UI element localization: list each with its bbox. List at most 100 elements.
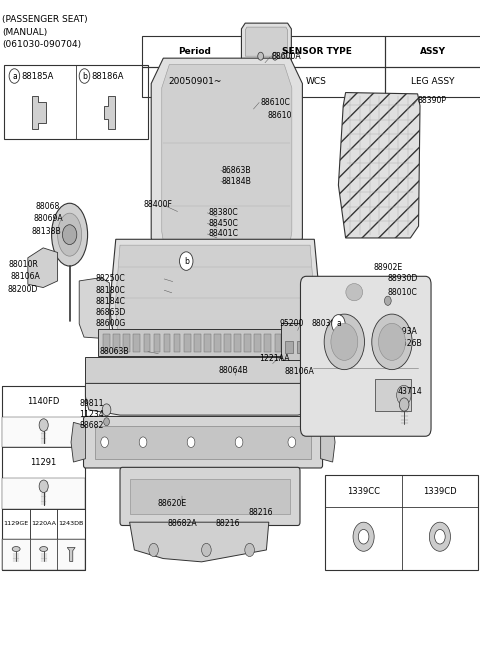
Bar <box>264 334 271 352</box>
Polygon shape <box>130 522 269 562</box>
Text: 88380C: 88380C <box>209 208 239 217</box>
Polygon shape <box>151 58 302 270</box>
Bar <box>103 334 110 352</box>
Circle shape <box>288 437 296 447</box>
Text: 1221AA: 1221AA <box>259 354 290 363</box>
FancyBboxPatch shape <box>84 416 323 468</box>
Text: 88600G: 88600G <box>96 319 126 329</box>
Text: (PASSENGER SEAT): (PASSENGER SEAT) <box>2 15 88 24</box>
Text: 1129GE: 1129GE <box>3 522 29 526</box>
Bar <box>248 36 385 67</box>
Bar <box>130 479 290 514</box>
Polygon shape <box>33 96 46 129</box>
Bar <box>2 539 85 570</box>
Text: b: b <box>82 71 87 81</box>
Polygon shape <box>71 422 85 462</box>
Bar <box>2 478 85 508</box>
Bar <box>375 379 411 411</box>
Bar <box>58 508 85 539</box>
Text: 1339CD: 1339CD <box>423 486 457 496</box>
Text: 89811: 89811 <box>79 399 104 408</box>
Text: 11234: 11234 <box>79 410 104 419</box>
Ellipse shape <box>346 284 363 301</box>
Text: 88010C: 88010C <box>388 288 418 297</box>
Polygon shape <box>338 93 420 238</box>
Text: 43714: 43714 <box>397 387 422 396</box>
Circle shape <box>435 529 445 544</box>
Text: 88069A: 88069A <box>34 214 63 223</box>
Ellipse shape <box>12 547 20 551</box>
Text: 88450C: 88450C <box>209 219 239 228</box>
Bar <box>2 447 85 478</box>
Circle shape <box>187 437 195 447</box>
Text: 88106A: 88106A <box>11 272 40 281</box>
Bar <box>142 36 248 67</box>
Text: 95200: 95200 <box>279 319 304 329</box>
Text: 88216: 88216 <box>249 508 273 518</box>
Bar <box>30 508 58 539</box>
Bar <box>234 334 241 352</box>
Circle shape <box>430 522 451 551</box>
Bar <box>281 323 323 360</box>
Bar <box>194 334 201 352</box>
Text: 88600A: 88600A <box>271 52 301 61</box>
Polygon shape <box>109 239 321 337</box>
Bar <box>248 67 385 97</box>
Circle shape <box>324 314 364 369</box>
Bar <box>58 539 85 570</box>
Text: 88216: 88216 <box>215 519 240 528</box>
Circle shape <box>102 404 111 416</box>
Bar <box>95 426 311 459</box>
Text: 1140FD: 1140FD <box>27 397 60 406</box>
Circle shape <box>62 225 77 245</box>
Text: 88010R: 88010R <box>9 260 38 269</box>
Polygon shape <box>79 278 109 338</box>
Text: 88620E: 88620E <box>157 499 187 508</box>
Text: 88138B: 88138B <box>31 227 61 236</box>
Polygon shape <box>321 422 335 462</box>
Circle shape <box>396 385 411 405</box>
Bar <box>2 508 30 539</box>
Bar <box>315 334 322 352</box>
Text: 1339CC: 1339CC <box>347 486 380 496</box>
Bar <box>325 475 478 570</box>
Text: 88682: 88682 <box>79 421 104 430</box>
Text: Period: Period <box>179 47 211 56</box>
Polygon shape <box>115 245 315 334</box>
Text: 88200D: 88200D <box>8 285 38 294</box>
Text: (MANUAL): (MANUAL) <box>2 28 48 37</box>
Text: 88184C: 88184C <box>96 297 126 306</box>
FancyBboxPatch shape <box>120 467 300 525</box>
Circle shape <box>39 419 48 432</box>
Text: 88902E: 88902E <box>373 262 403 272</box>
Bar <box>184 334 191 352</box>
Text: a: a <box>336 319 341 329</box>
Ellipse shape <box>40 547 48 551</box>
Ellipse shape <box>51 204 88 266</box>
Text: 88106A: 88106A <box>284 367 314 376</box>
Text: 81526B: 81526B <box>393 338 422 348</box>
Bar <box>285 341 293 353</box>
Bar <box>4 65 148 139</box>
Bar <box>2 508 85 539</box>
Circle shape <box>235 437 243 447</box>
Text: 88185A: 88185A <box>22 71 54 81</box>
Bar <box>275 334 281 352</box>
Bar <box>154 334 160 352</box>
Circle shape <box>384 296 391 305</box>
Text: SENSOR TYPE: SENSOR TYPE <box>282 47 351 56</box>
Text: (061030-090704): (061030-090704) <box>2 40 82 50</box>
Circle shape <box>180 252 193 270</box>
Text: 11291: 11291 <box>31 458 57 467</box>
Text: LEG ASSY: LEG ASSY <box>411 77 455 87</box>
Circle shape <box>79 69 90 83</box>
Text: b: b <box>184 256 189 266</box>
FancyBboxPatch shape <box>300 276 431 436</box>
Circle shape <box>245 543 254 557</box>
Bar <box>113 334 120 352</box>
Text: 88930D: 88930D <box>388 274 418 284</box>
Text: 1220AA: 1220AA <box>31 522 56 526</box>
Text: 88390P: 88390P <box>418 96 446 105</box>
Bar <box>2 386 85 416</box>
Circle shape <box>372 314 412 369</box>
